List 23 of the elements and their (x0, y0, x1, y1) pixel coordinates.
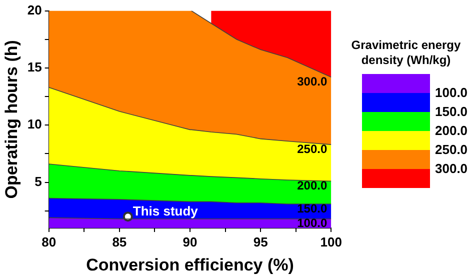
series-label: 250.0 (297, 142, 328, 156)
y-axis-title: Operating hours (h) (2, 40, 21, 199)
x-tick-label: 100 (320, 234, 342, 250)
text: 200.0 (435, 123, 468, 138)
text: 300.0 (435, 161, 468, 176)
text: 100.0 (435, 85, 468, 100)
y-tick-label: 10 (27, 116, 42, 132)
series-label: 200.0 (297, 178, 328, 192)
series-label: 300.0 (297, 74, 328, 88)
x-tick-label: 80 (42, 234, 56, 250)
x-tick-label: 85 (112, 234, 127, 250)
y-tick-label: 5 (34, 174, 42, 189)
text: 250.0 (435, 142, 468, 157)
series-label: 100.0 (297, 216, 328, 230)
x-axis-title: Conversion efficiency (%) (86, 255, 294, 274)
text: 150.0 (435, 104, 468, 119)
legend-title: Gravimetric energy density (Wh/kg) (350, 38, 462, 68)
series-label: 150.0 (297, 201, 328, 216)
y-tick-label: 15 (27, 60, 42, 75)
y-tick-label: 20 (27, 2, 42, 18)
annotation: This study (132, 204, 199, 219)
x-tick-label: 95 (253, 234, 268, 250)
x-tick-label: 90 (182, 234, 198, 250)
